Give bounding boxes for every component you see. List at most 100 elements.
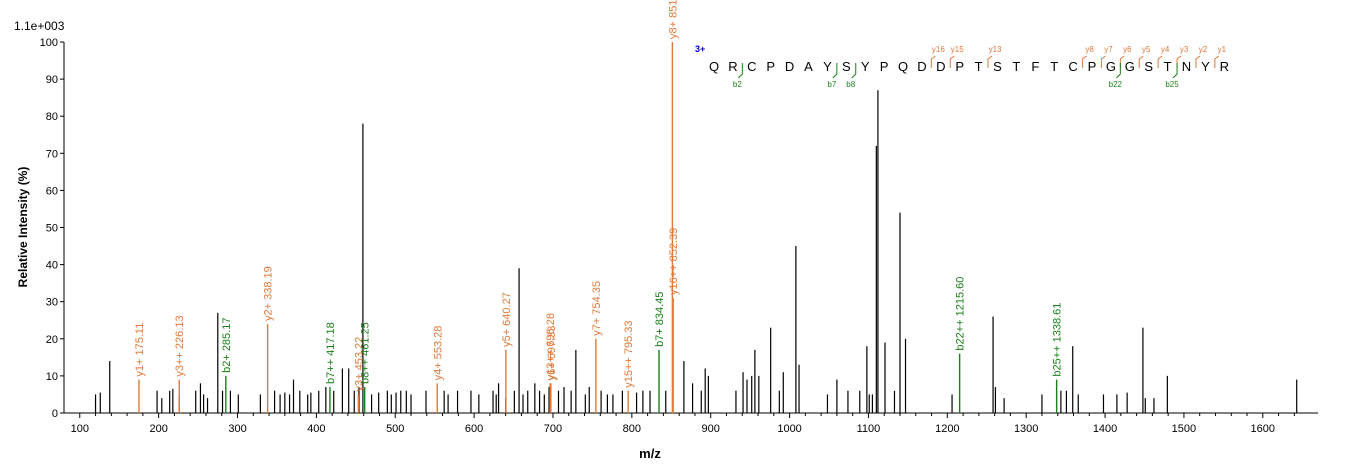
residue: T xyxy=(1164,59,1172,74)
y-ion-mark xyxy=(1100,55,1106,68)
residue: P xyxy=(880,59,889,74)
y-ion-label: y6 xyxy=(1123,45,1132,54)
y-ion-mark xyxy=(1176,55,1182,68)
residue: Y xyxy=(1201,59,1210,74)
peak-label: y1+ 175.11 xyxy=(134,323,146,377)
x-axis-title: m/z xyxy=(639,446,661,461)
residue: D xyxy=(785,59,794,74)
residue: P xyxy=(1088,59,1097,74)
x-tick-label: 1600 xyxy=(1251,423,1275,435)
y-ion-label: y3 xyxy=(1180,45,1189,54)
peak-label: b7++ 417.18 xyxy=(325,322,337,384)
peaks xyxy=(94,90,1298,413)
peak-label: y4+ 553.28 xyxy=(432,326,444,381)
residue: S xyxy=(993,59,1002,74)
x-tick-label: 1400 xyxy=(1093,423,1117,435)
residue: F xyxy=(1031,59,1039,74)
x-tick-label: 1000 xyxy=(777,423,801,435)
peak-label: b25++ 1338.61 xyxy=(1052,303,1064,377)
peak-label: b22++ 1215.60 xyxy=(955,277,967,351)
peak-label: y13++ 696.28 xyxy=(545,313,557,380)
y-ion-label: y1 xyxy=(1218,45,1227,54)
x-tick-label: 500 xyxy=(386,423,404,435)
y-tick-label: 100 xyxy=(40,37,58,49)
peak-label: y2+ 338.19 xyxy=(263,266,275,321)
y-tick-label: 20 xyxy=(46,334,58,346)
y-tick-label: 70 xyxy=(46,148,58,160)
y-tick-label: 50 xyxy=(46,223,58,235)
b-ion-label: b22 xyxy=(1109,80,1123,89)
y-ion-label: y7 xyxy=(1104,45,1113,54)
residue: Y xyxy=(823,59,832,74)
residue: A xyxy=(804,59,813,74)
residue: Q xyxy=(898,59,908,74)
y-ion-mark xyxy=(930,55,936,68)
y-tick-label: 80 xyxy=(46,111,58,123)
residue: S xyxy=(1144,59,1153,74)
residue: R xyxy=(728,59,737,74)
y-ion-label: y15 xyxy=(951,45,964,54)
y-ion-label: y13 xyxy=(989,45,1002,54)
peak-label: y7+ 754.35 xyxy=(591,281,603,336)
x-tick-label: 100 xyxy=(71,423,89,435)
b-ion-mark xyxy=(832,63,838,79)
peak-label: y16++ 852.39 xyxy=(668,228,680,295)
peak-label: y3++ 226.13 xyxy=(174,315,186,376)
y-ion-mark xyxy=(1157,55,1163,68)
x-tick-label: 300 xyxy=(228,423,246,435)
peak-label: y6+ 697.33 xyxy=(546,326,558,381)
x-tick-label: 900 xyxy=(702,423,720,435)
y-tick-label: 30 xyxy=(46,297,58,309)
residue: T xyxy=(1050,59,1058,74)
residue: P xyxy=(766,59,775,74)
residue: Y xyxy=(861,59,870,74)
intensity-scale-label: 1.1e+003 xyxy=(14,19,65,33)
peak-label: b7+ 834.45 xyxy=(654,292,666,347)
residue: N xyxy=(1182,59,1191,74)
b-ion-label: b7 xyxy=(827,80,836,89)
y-ion-mark xyxy=(1138,55,1144,68)
residue: Q xyxy=(709,59,719,74)
x-tick-label: 600 xyxy=(465,423,483,435)
peak-label: b8++ 461.25 xyxy=(360,322,372,384)
residue: P xyxy=(955,59,964,74)
y-ion-mark xyxy=(987,55,993,68)
x-tick-label: 1200 xyxy=(935,423,959,435)
residue: T xyxy=(975,59,983,74)
x-tick-label: 800 xyxy=(623,423,641,435)
peak-label: y8+ 851.4 xyxy=(667,0,679,39)
y-ion-label: y4 xyxy=(1161,45,1170,54)
b-ion-label: b8 xyxy=(846,80,855,89)
y-ion-mark xyxy=(949,55,955,68)
residue: G xyxy=(1106,59,1116,74)
residue: G xyxy=(1125,59,1135,74)
residue: S xyxy=(842,59,851,74)
y-axis-title: Relative Intensity (%) xyxy=(16,167,30,288)
residue: T xyxy=(1012,59,1020,74)
b-ion-mark xyxy=(1172,63,1178,79)
y-ion-label: y16 xyxy=(932,45,945,54)
x-tick-label: 700 xyxy=(544,423,562,435)
b-ion-mark xyxy=(1115,63,1121,79)
y-ion-label: y2 xyxy=(1199,45,1208,54)
charge-state: 3+ xyxy=(695,44,705,54)
peak-label: b2+ 285.17 xyxy=(221,318,233,373)
x-tick-label: 1500 xyxy=(1172,423,1196,435)
x-tick-label: 1100 xyxy=(857,423,881,435)
peak-label: y3+ 453.22 xyxy=(353,337,365,392)
residue: D xyxy=(936,59,945,74)
y-tick-label: 90 xyxy=(46,74,58,86)
peak-label: y5+ 640.27 xyxy=(501,292,513,347)
y-ion-label: y8 xyxy=(1085,45,1094,54)
b-ion-mark xyxy=(851,63,857,79)
y-ion-mark xyxy=(1195,55,1201,68)
y-tick-label: 60 xyxy=(46,185,58,197)
y-ion-label: y5 xyxy=(1142,45,1151,54)
residue: C xyxy=(747,59,756,74)
b-ion-label: b25 xyxy=(1165,80,1179,89)
x-tick-label: 200 xyxy=(149,423,167,435)
x-tick-label: 400 xyxy=(307,423,325,435)
x-tick-label: 1300 xyxy=(1014,423,1038,435)
residue: C xyxy=(1068,59,1077,74)
